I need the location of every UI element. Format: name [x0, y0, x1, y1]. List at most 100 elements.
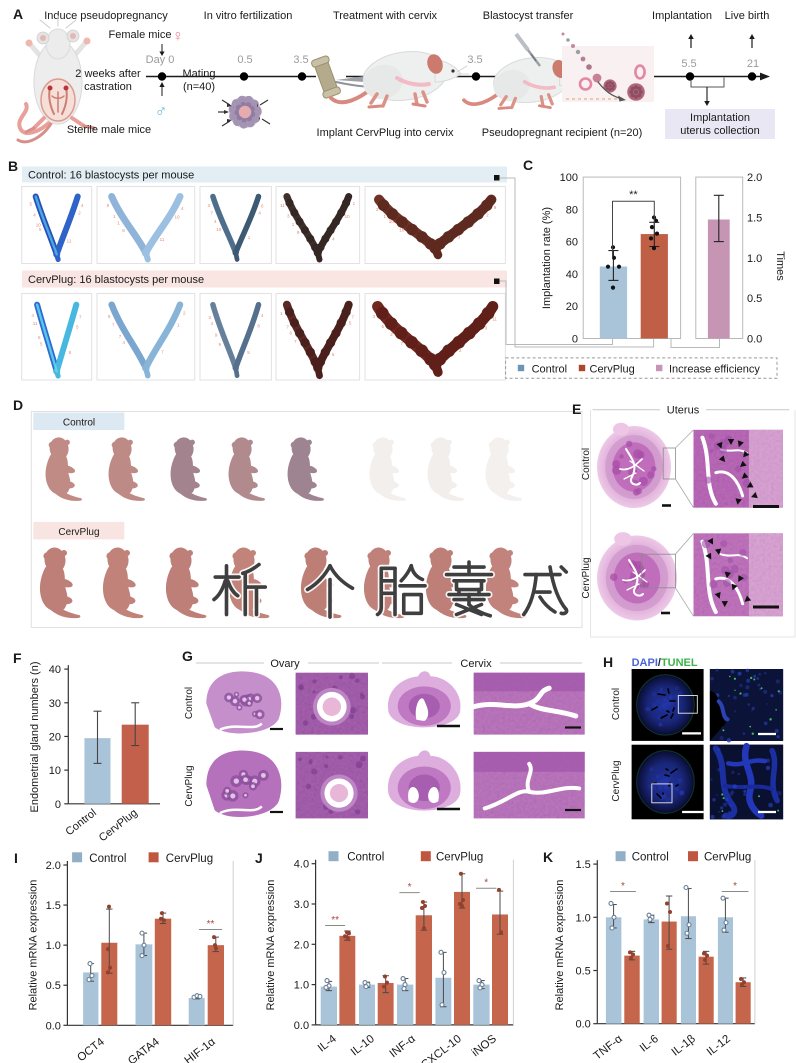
- svg-text:100: 100: [560, 172, 578, 184]
- svg-text:IL-6: IL-6: [638, 1033, 661, 1055]
- svg-text:2: 2: [459, 348, 462, 353]
- svg-text:**: **: [207, 919, 215, 930]
- svg-text:Control: Control: [632, 852, 669, 864]
- svg-text:*: *: [408, 882, 412, 893]
- svg-text:11: 11: [492, 317, 497, 322]
- svg-text:1.0: 1.0: [747, 253, 762, 265]
- svg-text:CervPlug: CervPlug: [436, 852, 483, 864]
- svg-text:9: 9: [215, 333, 218, 338]
- svg-text:8: 8: [257, 324, 260, 329]
- svg-text:7: 7: [352, 315, 355, 320]
- svg-text:Blastocyst transfer: Blastocyst transfer: [483, 10, 574, 22]
- svg-text:Ovary: Ovary: [270, 658, 300, 670]
- svg-text:0: 0: [55, 799, 61, 811]
- svg-text:2.0: 2.0: [294, 939, 309, 951]
- svg-text:7: 7: [401, 341, 404, 346]
- svg-text:IL-1β: IL-1β: [670, 1033, 699, 1059]
- svg-text:1.0: 1.0: [46, 940, 61, 952]
- svg-text:CervPlug: CervPlug: [611, 760, 622, 801]
- svg-text:E: E: [572, 401, 581, 417]
- svg-text:CervPlug: CervPlug: [590, 363, 635, 375]
- svg-text:Endometrial gland numbers (n): Endometrial gland numbers (n): [29, 661, 41, 812]
- svg-text:CervPlug: CervPlug: [58, 527, 99, 538]
- svg-text:DAPI/TUNEL: DAPI/TUNEL: [632, 657, 698, 669]
- svg-text:Increase efficiency: Increase efficiency: [669, 363, 760, 375]
- svg-text:Control: Control: [63, 418, 95, 429]
- svg-text:Live birth: Live birth: [725, 10, 770, 22]
- svg-text:4: 4: [32, 313, 35, 318]
- svg-text:9: 9: [108, 314, 111, 319]
- svg-text:9: 9: [107, 203, 110, 208]
- svg-text:(n=40): (n=40): [183, 81, 215, 93]
- svg-text:CervPlug: CervPlug: [184, 765, 195, 806]
- svg-text:Control: Control: [89, 853, 126, 865]
- svg-text:CervPlug: 16 blastocysts per m: CervPlug: 16 blastocysts per mouse: [28, 274, 204, 286]
- svg-text:3: 3: [209, 315, 212, 320]
- svg-text:1: 1: [177, 323, 180, 328]
- svg-text:11: 11: [33, 321, 38, 326]
- svg-text:Implantation rate (%): Implantation rate (%): [541, 207, 553, 309]
- svg-text:Uterus: Uterus: [667, 405, 700, 417]
- svg-text:11: 11: [160, 237, 165, 242]
- svg-text:Control: 16 blastocysts per mo: Control: 16 blastocysts per mouse: [28, 170, 194, 182]
- svg-text:10: 10: [399, 228, 405, 233]
- svg-text:7: 7: [161, 349, 164, 354]
- svg-text:30: 30: [49, 698, 61, 710]
- svg-text:Control: Control: [532, 363, 567, 375]
- svg-text:*: *: [733, 881, 737, 892]
- svg-text:Implantation: Implantation: [690, 112, 750, 124]
- svg-text:7: 7: [119, 334, 122, 339]
- svg-text:3.5: 3.5: [467, 54, 482, 66]
- svg-text:2.0: 2.0: [747, 172, 762, 184]
- svg-text:Mating: Mating: [182, 68, 215, 80]
- svg-text:OCT4: OCT4: [75, 1036, 107, 1063]
- svg-text:1: 1: [292, 222, 295, 227]
- svg-text:40: 40: [566, 269, 578, 281]
- svg-text:5: 5: [40, 342, 43, 347]
- svg-text:2 weeks after: 2 weeks after: [75, 68, 141, 80]
- svg-text:10: 10: [389, 219, 395, 224]
- svg-text:3.0: 3.0: [294, 899, 309, 911]
- svg-text:*: *: [621, 881, 625, 892]
- svg-text:60: 60: [566, 237, 578, 249]
- svg-text:TNF-α: TNF-α: [592, 1033, 626, 1063]
- svg-text:Sterile male mice: Sterile male mice: [67, 124, 151, 136]
- svg-text:5: 5: [349, 320, 352, 325]
- svg-text:0: 0: [572, 334, 578, 346]
- svg-text:Pseudopregnant recipient (n=20: Pseudopregnant recipient (n=20): [482, 127, 643, 139]
- svg-text:1.0: 1.0: [294, 980, 309, 992]
- svg-text:4: 4: [181, 206, 184, 211]
- svg-text:3.5: 3.5: [293, 54, 308, 66]
- svg-text:3: 3: [208, 203, 211, 208]
- svg-text:0.5: 0.5: [237, 54, 252, 66]
- svg-text:7: 7: [210, 210, 213, 215]
- svg-text:2: 2: [183, 311, 186, 316]
- svg-text:IL-12: IL-12: [705, 1033, 733, 1059]
- svg-text:4.0: 4.0: [294, 859, 309, 871]
- svg-text:1: 1: [384, 214, 387, 219]
- svg-text:2: 2: [78, 211, 81, 216]
- svg-text:1: 1: [117, 221, 120, 226]
- svg-text:11: 11: [67, 238, 72, 243]
- svg-text:Cervix: Cervix: [460, 658, 492, 670]
- svg-text:4: 4: [33, 212, 36, 217]
- svg-text:7: 7: [79, 314, 82, 319]
- svg-text:0.0: 0.0: [294, 1020, 309, 1032]
- svg-text:5: 5: [76, 325, 79, 330]
- svg-text:2: 2: [390, 332, 393, 337]
- svg-text:0.5: 0.5: [576, 966, 591, 978]
- svg-text:G: G: [182, 648, 193, 664]
- svg-text:2: 2: [486, 213, 489, 218]
- svg-text:6: 6: [261, 204, 264, 209]
- svg-text:Relative mRNA expression: Relative mRNA expression: [265, 880, 277, 1011]
- svg-text:A: A: [13, 6, 23, 22]
- svg-text:6: 6: [332, 352, 335, 357]
- svg-text:10: 10: [345, 214, 351, 219]
- svg-text:5: 5: [30, 202, 33, 207]
- svg-text:1.5: 1.5: [576, 859, 591, 871]
- svg-text:**: **: [629, 189, 638, 201]
- svg-text:1: 1: [113, 214, 116, 219]
- svg-text:3: 3: [458, 235, 461, 240]
- svg-text:Control: Control: [611, 688, 622, 720]
- svg-text:CervPlug: CervPlug: [581, 557, 592, 598]
